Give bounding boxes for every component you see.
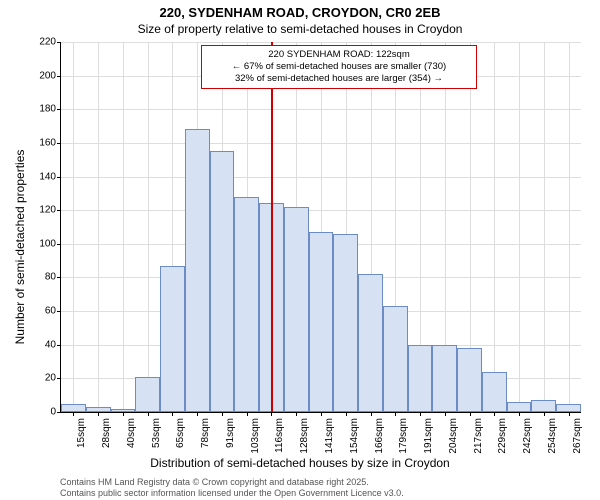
x-tick-label: 204sqm (448, 418, 459, 454)
y-tick-label: 120 (39, 205, 56, 216)
x-tick-label: 53sqm (151, 418, 162, 448)
histogram-bar (556, 404, 581, 412)
x-tick-label: 78sqm (200, 418, 211, 448)
y-tick-mark (57, 177, 61, 178)
histogram-bar (457, 348, 482, 412)
reference-line (271, 42, 273, 412)
histogram-bar (160, 266, 185, 412)
y-tick-label: 20 (45, 373, 56, 384)
x-tick-label: 15sqm (76, 418, 87, 448)
y-tick-mark (57, 244, 61, 245)
x-tick-label: 166sqm (374, 418, 385, 454)
chart-title-main: 220, SYDENHAM ROAD, CROYDON, CR0 2EB (0, 5, 600, 20)
y-tick-label: 60 (45, 306, 56, 317)
histogram-bar (408, 345, 433, 412)
annotation-line: ← 67% of semi-detached houses are smalle… (208, 61, 470, 73)
y-tick-mark (57, 109, 61, 110)
y-tick-label: 180 (39, 104, 56, 115)
histogram-bar (284, 207, 309, 412)
y-tick-mark (57, 277, 61, 278)
histogram-bar (333, 234, 358, 412)
histogram-bar (358, 274, 383, 412)
x-tick-label: 128sqm (299, 418, 310, 454)
grid-line-v (569, 42, 570, 412)
y-tick-mark (57, 345, 61, 346)
x-tick-label: 229sqm (497, 418, 508, 454)
x-tick-label: 91sqm (225, 418, 236, 448)
histogram-bar (383, 306, 408, 412)
y-tick-label: 200 (39, 70, 56, 81)
x-tick-label: 217sqm (473, 418, 484, 454)
y-tick-label: 0 (50, 407, 56, 418)
y-tick-label: 220 (39, 37, 56, 48)
x-tick-label: 103sqm (250, 418, 261, 454)
x-tick-label: 40sqm (126, 418, 137, 448)
grid-line-v (494, 42, 495, 412)
histogram-bar (234, 197, 259, 412)
histogram-bar (531, 400, 556, 412)
x-tick-label: 267sqm (572, 418, 583, 454)
y-tick-mark (57, 42, 61, 43)
histogram-bar (185, 129, 210, 412)
chart-title-sub: Size of property relative to semi-detach… (0, 22, 600, 36)
y-tick-label: 140 (39, 171, 56, 182)
y-tick-mark (57, 378, 61, 379)
x-tick-label: 242sqm (522, 418, 533, 454)
annotation-box: 220 SYDENHAM ROAD: 122sqm← 67% of semi-d… (201, 45, 477, 89)
grid-line-v (544, 42, 545, 412)
x-tick-label: 254sqm (547, 418, 558, 454)
x-tick-label: 116sqm (274, 418, 285, 453)
grid-line-v (98, 42, 99, 412)
y-tick-container: 020406080100120140160180200220 (0, 42, 60, 412)
annotation-line: 32% of semi-detached houses are larger (… (208, 73, 470, 85)
grid-line-v (519, 42, 520, 412)
grid-line-v (148, 42, 149, 412)
footer-line-2: Contains public sector information licen… (60, 488, 404, 498)
histogram-bar (432, 345, 457, 412)
x-tick-label: 191sqm (423, 418, 434, 454)
histogram-bar (309, 232, 334, 412)
y-tick-mark (57, 143, 61, 144)
y-tick-label: 100 (39, 238, 56, 249)
y-tick-label: 80 (45, 272, 56, 283)
y-tick-mark (57, 311, 61, 312)
grid-line-v (123, 42, 124, 412)
histogram-bar (507, 402, 532, 412)
y-tick-mark (57, 76, 61, 77)
x-tick-container: 15sqm 28sqm 40sqm 53sqm 65sqm 78sqm 91sqm 103sq… (60, 412, 580, 457)
x-tick-label: 179sqm (398, 418, 409, 454)
y-tick-label: 160 (39, 137, 56, 148)
histogram-bar (210, 151, 235, 412)
histogram-bar (135, 377, 160, 412)
x-tick-label: 65sqm (175, 418, 186, 448)
x-axis-label: Distribution of semi-detached houses by … (0, 456, 600, 470)
x-tick-label: 154sqm (349, 418, 360, 454)
histogram-bar (61, 404, 86, 412)
x-tick-label: 28sqm (101, 418, 112, 448)
y-tick-label: 40 (45, 339, 56, 350)
histogram-bar (482, 372, 507, 412)
grid-line-v (73, 42, 74, 412)
plot-area: 220 SYDENHAM ROAD: 122sqm← 67% of semi-d… (60, 42, 581, 413)
chart-container: 220, SYDENHAM ROAD, CROYDON, CR0 2EB Siz… (0, 0, 600, 500)
x-tick-label: 141sqm (324, 418, 335, 454)
annotation-line: 220 SYDENHAM ROAD: 122sqm (208, 49, 470, 61)
footer-line-1: Contains HM Land Registry data © Crown c… (60, 477, 369, 487)
y-tick-mark (57, 210, 61, 211)
